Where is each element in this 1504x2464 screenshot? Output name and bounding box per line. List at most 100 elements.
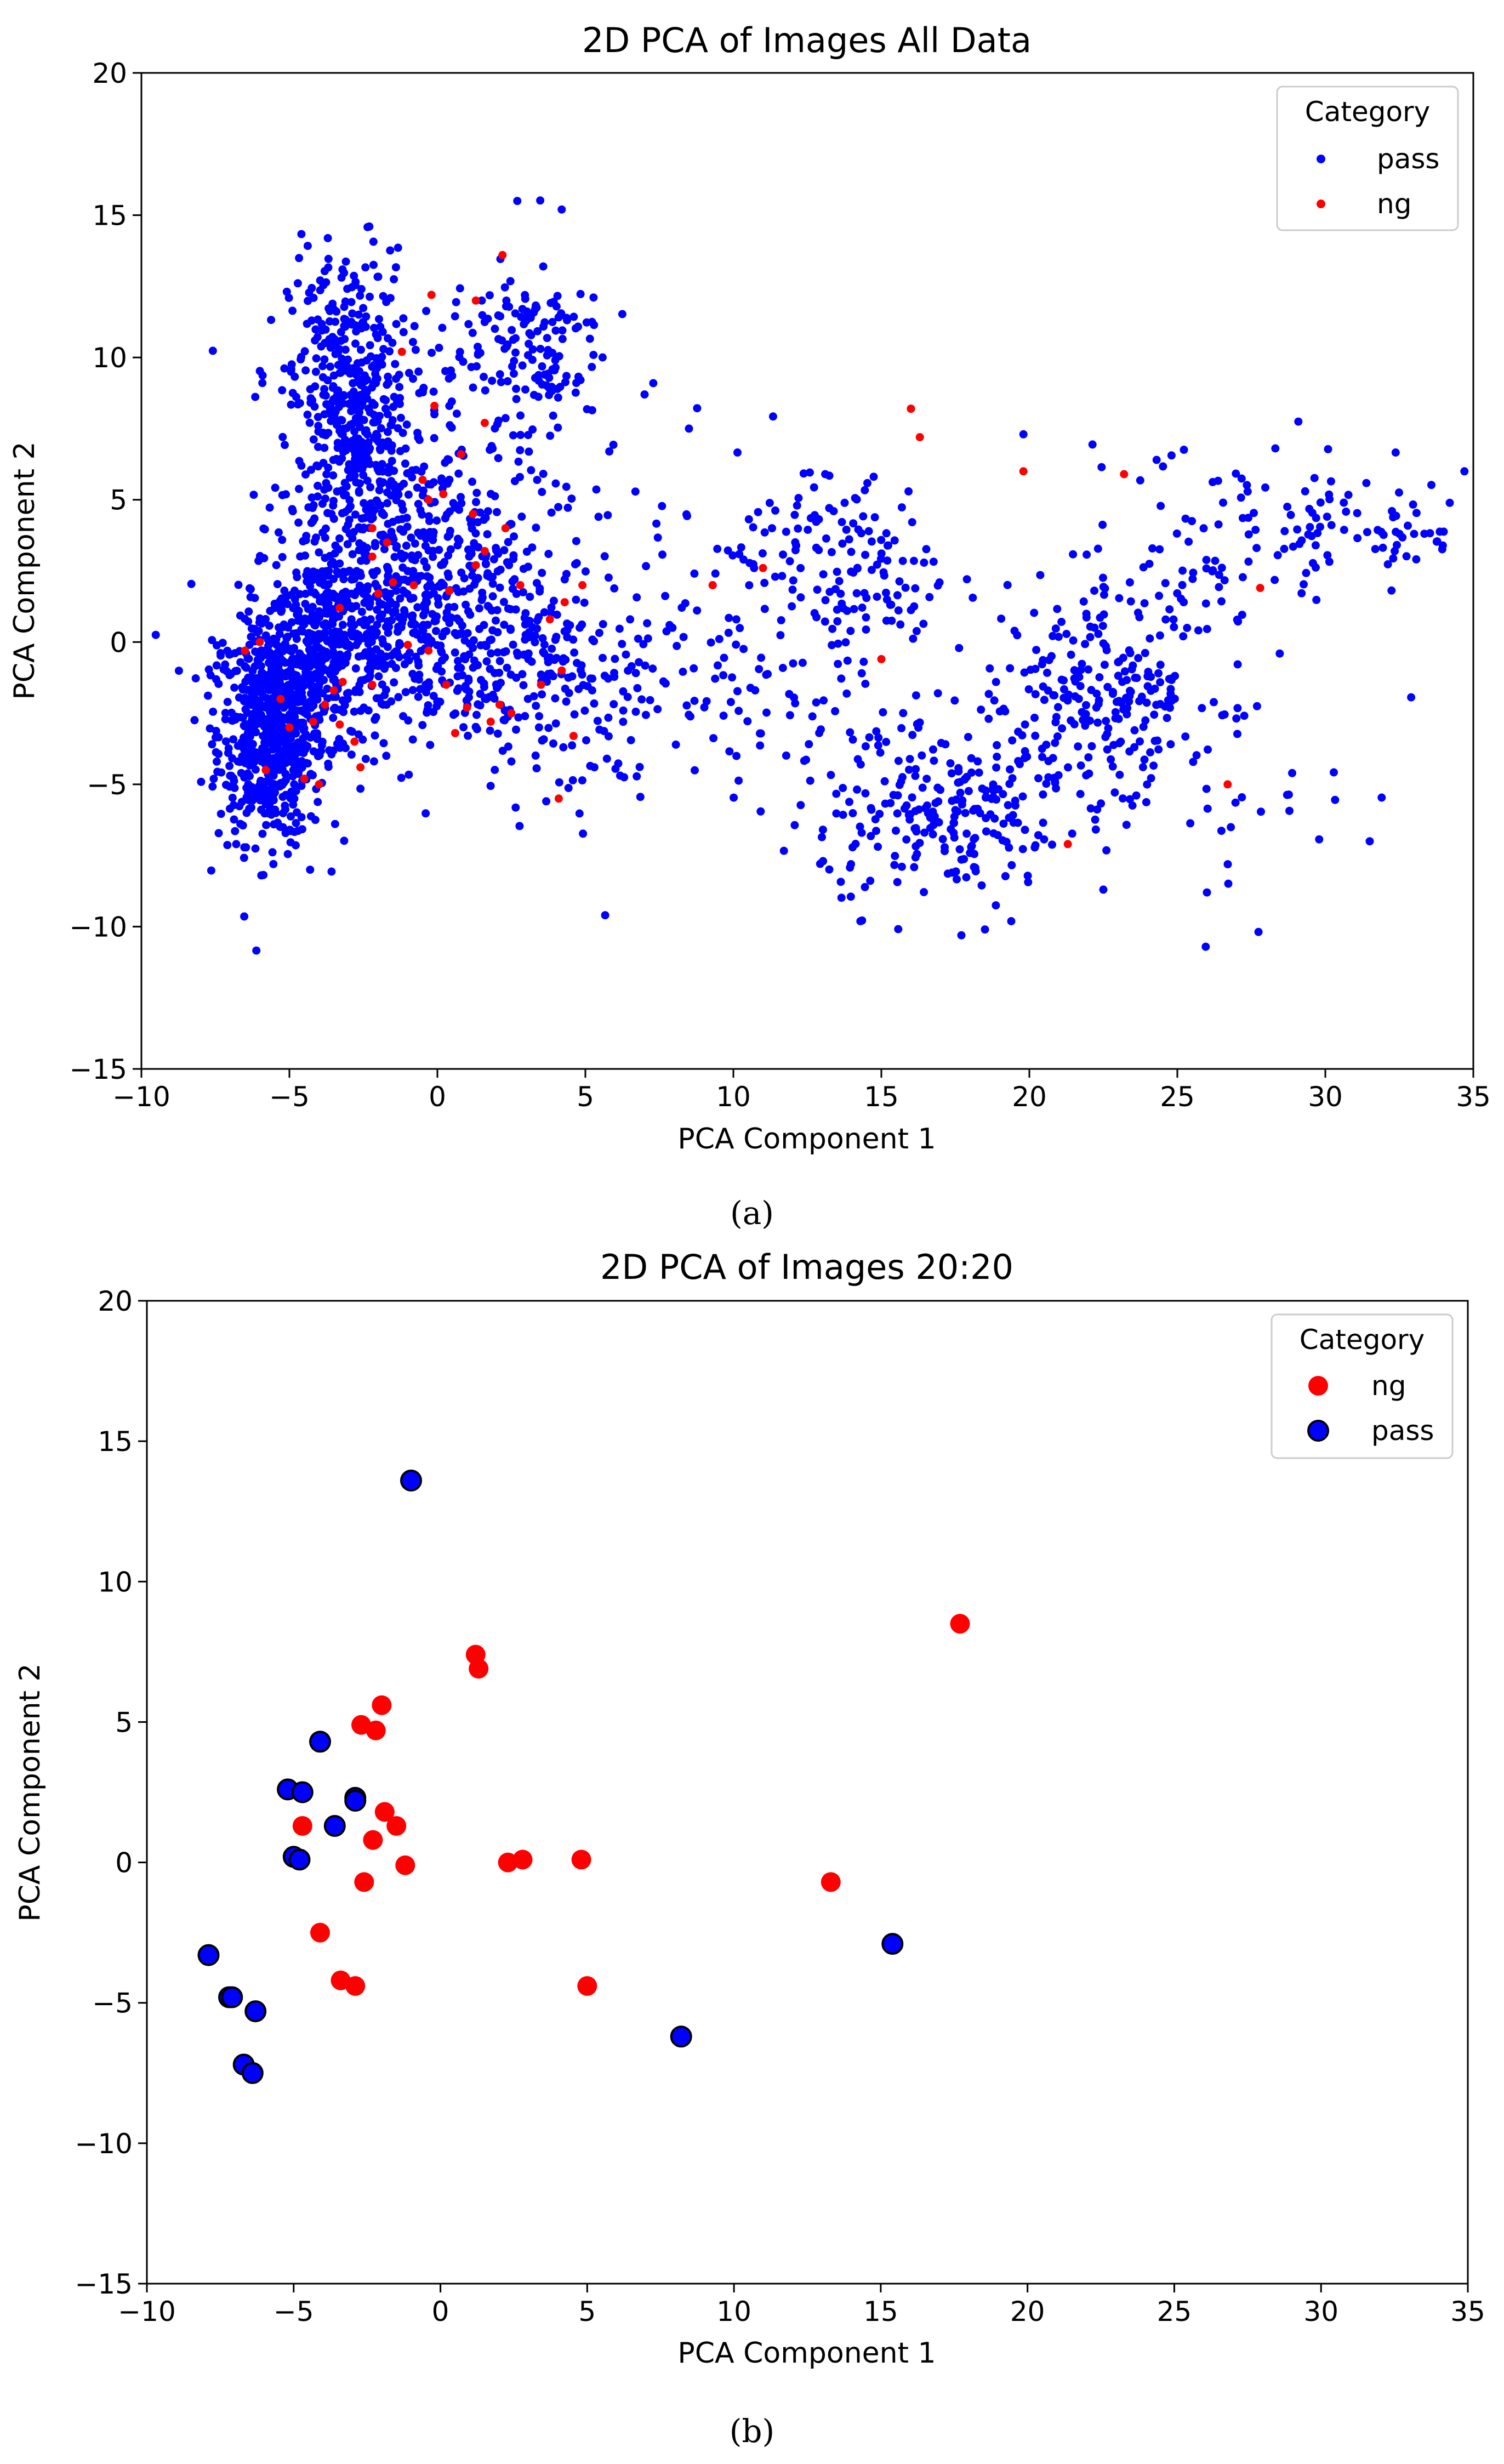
point-pass: [506, 277, 515, 286]
point-ng: [571, 1850, 591, 1870]
point-pass: [429, 388, 438, 396]
point-pass: [252, 701, 260, 710]
point-pass: [1008, 774, 1017, 783]
point-pass: [562, 697, 571, 706]
point-pass: [512, 384, 521, 393]
point-pass: [547, 508, 556, 517]
point-pass: [365, 222, 374, 231]
point-pass: [1008, 736, 1017, 745]
point-pass: [889, 790, 898, 799]
point-pass: [1021, 720, 1029, 729]
point-pass: [385, 481, 394, 490]
point-pass: [635, 762, 644, 771]
point-pass: [1203, 888, 1211, 897]
x-tick-label: 25: [1157, 2296, 1192, 2328]
point-pass: [347, 629, 355, 638]
point-pass: [405, 368, 413, 377]
point-pass: [1342, 508, 1351, 516]
point-pass: [421, 542, 430, 550]
point-pass: [260, 756, 269, 765]
point-pass: [451, 709, 460, 718]
point-pass: [351, 339, 360, 348]
point-pass: [610, 669, 618, 678]
point-pass: [1220, 710, 1229, 719]
point-pass: [1186, 819, 1195, 828]
point-pass: [378, 680, 386, 689]
point-pass: [477, 296, 486, 305]
point-pass: [1019, 430, 1028, 439]
point-pass: [842, 606, 851, 615]
point-pass: [533, 624, 542, 633]
point-pass: [862, 625, 870, 634]
point-pass: [197, 777, 206, 786]
point-pass: [626, 615, 635, 624]
point-ng: [469, 1659, 489, 1679]
point-pass: [515, 822, 524, 830]
point-pass: [272, 679, 281, 688]
point-pass: [415, 670, 424, 679]
point-pass: [271, 805, 280, 814]
point-pass: [328, 557, 337, 566]
point-pass: [321, 554, 329, 562]
point-pass: [533, 616, 542, 625]
point-pass: [1111, 708, 1120, 716]
point-pass: [908, 731, 917, 739]
point-pass: [521, 609, 530, 618]
point-pass: [190, 716, 199, 725]
point-pass: [328, 333, 337, 342]
point-pass: [331, 820, 339, 828]
point-pass: [635, 658, 643, 667]
point-pass: [314, 798, 322, 806]
point-pass: [1219, 498, 1227, 507]
point-pass: [1188, 517, 1197, 526]
point-pass: [735, 550, 744, 559]
point-pass: [941, 847, 949, 856]
point-pass: [522, 548, 531, 556]
point-ng: [498, 1852, 518, 1873]
point-pass: [320, 675, 328, 684]
point-pass: [567, 494, 576, 503]
point-pass: [277, 737, 286, 746]
point-pass: [348, 727, 356, 736]
point-pass: [1172, 529, 1181, 538]
point-ng: [545, 615, 554, 624]
point-pass: [1030, 608, 1039, 617]
point-pass: [288, 1848, 311, 1871]
point-pass: [472, 488, 481, 497]
point-pass: [251, 765, 260, 774]
point-pass: [1085, 716, 1094, 725]
point-pass: [204, 665, 213, 674]
point-pass: [922, 545, 931, 554]
point-pass: [578, 670, 586, 679]
point-pass: [746, 684, 755, 692]
point-pass: [812, 698, 821, 707]
point-ng: [345, 1976, 366, 1996]
point-pass: [312, 617, 321, 626]
point-pass: [418, 623, 426, 631]
point-pass: [309, 567, 318, 576]
point-pass: [243, 732, 252, 740]
point-ng: [501, 524, 510, 533]
point-pass: [709, 734, 718, 743]
point-pass: [1043, 668, 1051, 677]
point-pass: [411, 556, 419, 565]
point-pass: [604, 713, 613, 722]
point-pass: [841, 638, 850, 647]
point-pass: [387, 527, 396, 536]
point-pass: [275, 642, 283, 651]
point-pass: [480, 317, 489, 326]
point-pass: [631, 707, 640, 716]
point-pass: [957, 931, 966, 940]
x-tick-label: 35: [1456, 1081, 1491, 1113]
point-pass: [725, 747, 734, 756]
point-pass: [323, 234, 332, 242]
point-pass: [242, 843, 250, 852]
point-pass: [1362, 479, 1371, 487]
point-pass: [429, 553, 437, 561]
point-pass: [730, 793, 738, 802]
point-pass: [595, 725, 604, 734]
point-pass: [1114, 672, 1123, 680]
point-pass: [492, 616, 500, 625]
point-pass: [1095, 673, 1104, 681]
